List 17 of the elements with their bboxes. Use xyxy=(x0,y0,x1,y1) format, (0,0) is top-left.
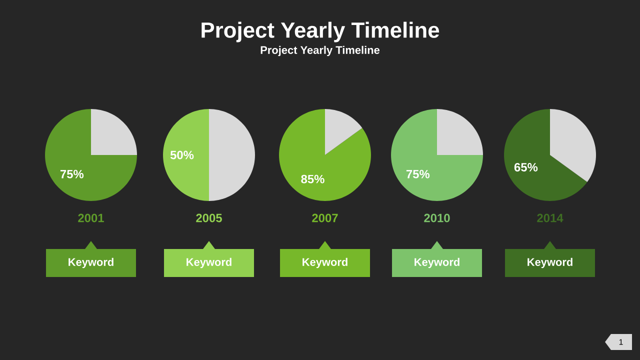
data-label: 65% xyxy=(514,163,538,172)
text: 2007 xyxy=(312,214,338,222)
text: Keyword xyxy=(414,258,460,268)
data-label: 75% xyxy=(406,170,430,178)
data-label: 75% xyxy=(60,170,84,178)
text: 2005 xyxy=(196,214,222,222)
text: 2010 xyxy=(424,214,450,222)
text: 2001 xyxy=(78,214,104,222)
text: Keyword xyxy=(68,258,114,268)
data-label: 50% xyxy=(170,150,194,160)
text: Project Yearly Timeline xyxy=(260,46,380,56)
text: Keyword xyxy=(302,258,348,268)
data-label: 85% xyxy=(301,174,324,184)
text: Keyword xyxy=(186,258,232,268)
text: Keyword xyxy=(528,258,572,268)
text: 2014 xyxy=(537,214,564,222)
text: Project Yearly Timeline xyxy=(202,22,440,42)
